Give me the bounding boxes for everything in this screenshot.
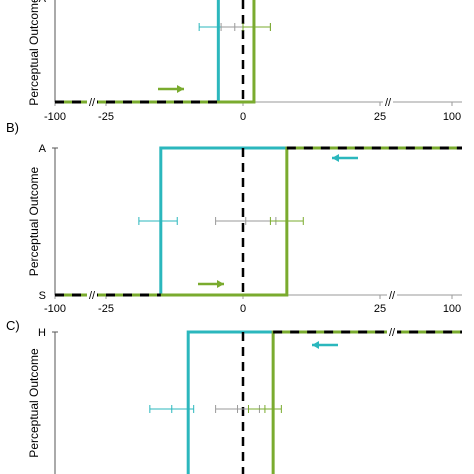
x-tick-label: 100 bbox=[443, 303, 461, 315]
y-axis-label: Perceptual Outcome bbox=[27, 348, 41, 458]
x-tick-label: -100 bbox=[44, 303, 66, 315]
panel-label: C) bbox=[6, 318, 20, 333]
y-axis-label: Perceptual Outcome bbox=[27, 0, 41, 106]
x-tick-label: -25 bbox=[98, 303, 114, 315]
axis-break-gap bbox=[87, 96, 97, 108]
y-level-bottom: S bbox=[39, 290, 46, 302]
arrow-left-head bbox=[312, 341, 319, 349]
panel-label: B) bbox=[6, 120, 19, 135]
axis-break-mark: // bbox=[385, 97, 392, 109]
axis-break-gap bbox=[387, 326, 397, 338]
x-tick-label: -100 bbox=[44, 111, 66, 123]
series-cyan-line bbox=[186, 330, 462, 474]
axis-break-mark: // bbox=[389, 327, 396, 339]
series-green-line bbox=[55, 0, 256, 104]
x-tick-label: 25 bbox=[374, 111, 386, 123]
axis-break-gap bbox=[383, 96, 393, 108]
axis-break-mark: // bbox=[389, 290, 396, 302]
series-green-line bbox=[271, 330, 462, 474]
y-level-top: H bbox=[38, 327, 46, 339]
x-tick-label: 100 bbox=[443, 111, 461, 123]
y-level-top: A bbox=[39, 143, 47, 155]
x-tick-label: 0 bbox=[240, 303, 246, 315]
x-tick-label: 25 bbox=[374, 303, 386, 315]
x-tick-label: -25 bbox=[98, 111, 114, 123]
axis-break-gap bbox=[87, 289, 97, 301]
arrow-right-head bbox=[177, 85, 184, 93]
axis-break-mark: // bbox=[89, 290, 96, 302]
axis-break-gap bbox=[387, 289, 397, 301]
series-cyan-line bbox=[55, 0, 220, 104]
arrow-left-head bbox=[332, 154, 339, 162]
y-level-top: A bbox=[39, 0, 47, 5]
arrow-right-head bbox=[217, 280, 224, 288]
axis-break-mark: // bbox=[89, 97, 96, 109]
x-tick-label: 0 bbox=[240, 111, 246, 123]
y-axis-label: Perceptual Outcome bbox=[27, 166, 41, 276]
